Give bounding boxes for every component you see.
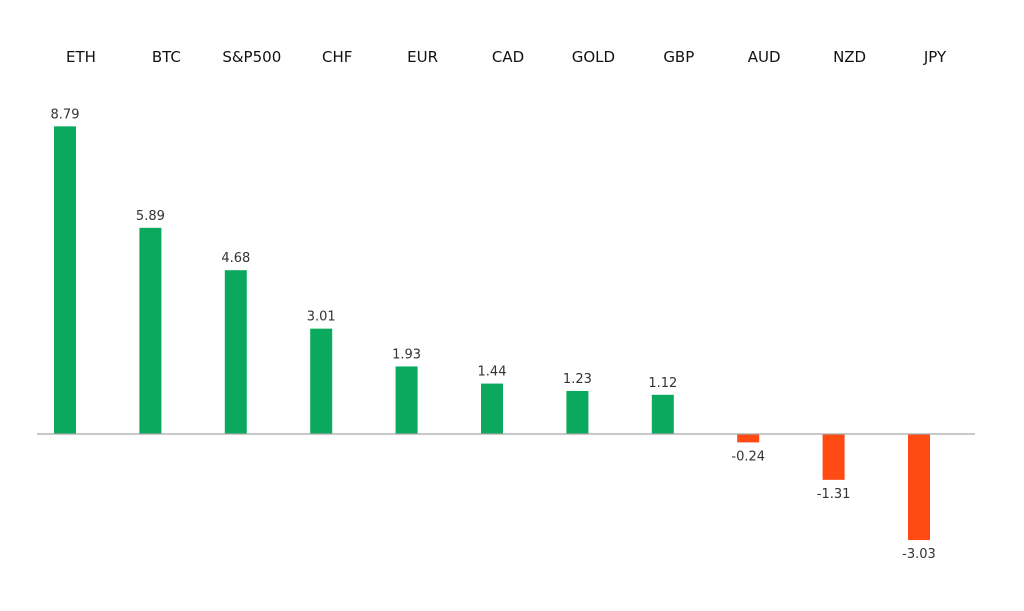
category-label: BTC (152, 48, 181, 66)
value-label: 4.68 (221, 251, 250, 266)
value-label: 1.44 (478, 365, 507, 380)
category-label: AUD (748, 48, 781, 66)
value-label: 1.23 (563, 372, 592, 387)
category-label: GOLD (572, 48, 615, 66)
category-labels: ETH BTC S&P500 CHF EUR CAD GOLD GBP AUD NZD JPY (66, 48, 947, 66)
value-label: 1.93 (392, 347, 421, 362)
bar-nzd (822, 434, 845, 480)
bar-cad (481, 383, 503, 434)
bar-aud (737, 434, 760, 443)
bar-eur (395, 366, 418, 434)
category-label: CHF (322, 48, 352, 66)
bar-btc (139, 227, 162, 434)
value-labels: 8.79 5.89 4.68 3.01 1.93 1.44 1.23 1.12 -0.24 -1.… (51, 107, 936, 562)
category-label: JPY (923, 48, 947, 66)
category-label: ETH (66, 48, 96, 66)
bar-sp500 (224, 270, 247, 434)
value-label: 5.89 (136, 209, 165, 224)
bar-eth (54, 126, 76, 434)
bar-jpy (908, 434, 930, 541)
bar-gold (566, 390, 589, 434)
category-label: GBP (663, 48, 694, 66)
value-label: -3.03 (902, 547, 936, 562)
value-label: -1.31 (817, 487, 851, 502)
category-label: CAD (492, 48, 524, 66)
value-label: 8.79 (51, 107, 80, 122)
value-label: -0.24 (731, 449, 765, 464)
bar-chf (310, 328, 333, 434)
category-label: NZD (833, 48, 866, 66)
category-label: S&P500 (222, 48, 281, 66)
bar-gbp (651, 394, 674, 434)
category-label: EUR (407, 48, 438, 66)
value-label: 3.01 (307, 310, 336, 325)
value-label: 1.12 (648, 376, 677, 391)
bars-group (54, 126, 930, 541)
